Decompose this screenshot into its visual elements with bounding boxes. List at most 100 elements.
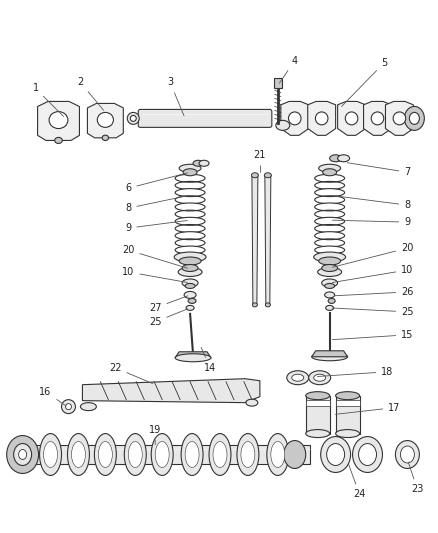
Ellipse shape — [289, 112, 301, 125]
Bar — [336, 400, 360, 406]
Ellipse shape — [99, 441, 112, 467]
Ellipse shape — [321, 264, 338, 271]
Ellipse shape — [314, 203, 345, 211]
Polygon shape — [281, 101, 309, 135]
Ellipse shape — [237, 433, 259, 475]
Ellipse shape — [314, 174, 345, 182]
Bar — [306, 395, 330, 433]
FancyBboxPatch shape — [138, 109, 272, 127]
Ellipse shape — [181, 433, 203, 475]
Ellipse shape — [309, 371, 331, 385]
Ellipse shape — [265, 173, 271, 177]
Ellipse shape — [265, 303, 270, 307]
Text: 16: 16 — [39, 386, 66, 406]
Ellipse shape — [81, 402, 96, 410]
Text: 23: 23 — [408, 462, 424, 495]
Polygon shape — [175, 352, 211, 358]
Ellipse shape — [325, 284, 335, 288]
Text: 10: 10 — [122, 267, 187, 282]
Ellipse shape — [321, 437, 350, 472]
Text: 8: 8 — [332, 196, 410, 210]
Ellipse shape — [185, 284, 195, 288]
Ellipse shape — [319, 164, 341, 172]
Ellipse shape — [130, 116, 136, 122]
Ellipse shape — [175, 354, 211, 362]
Bar — [336, 395, 360, 433]
Ellipse shape — [155, 441, 169, 467]
Ellipse shape — [276, 120, 290, 131]
Ellipse shape — [184, 292, 196, 298]
Ellipse shape — [241, 441, 255, 467]
Text: 1: 1 — [32, 84, 64, 116]
Ellipse shape — [185, 441, 199, 467]
Text: 25: 25 — [332, 307, 413, 317]
Ellipse shape — [312, 353, 348, 361]
Ellipse shape — [97, 112, 113, 127]
Ellipse shape — [314, 246, 345, 254]
Text: 17: 17 — [336, 402, 401, 414]
Text: 9: 9 — [125, 221, 187, 233]
Ellipse shape — [179, 164, 201, 172]
Ellipse shape — [55, 138, 62, 143]
Text: 15: 15 — [332, 330, 413, 340]
Ellipse shape — [336, 392, 360, 400]
Polygon shape — [88, 103, 124, 138]
Ellipse shape — [127, 112, 139, 124]
Ellipse shape — [326, 305, 334, 310]
Ellipse shape — [179, 257, 201, 265]
Ellipse shape — [306, 392, 330, 400]
Ellipse shape — [371, 112, 384, 125]
Text: 14: 14 — [201, 348, 216, 373]
Ellipse shape — [319, 257, 341, 265]
Text: 10: 10 — [332, 265, 413, 282]
Ellipse shape — [128, 441, 142, 467]
Ellipse shape — [71, 441, 85, 467]
Ellipse shape — [67, 433, 89, 475]
Ellipse shape — [175, 232, 205, 240]
Ellipse shape — [336, 430, 360, 438]
Ellipse shape — [267, 433, 289, 475]
Circle shape — [66, 403, 71, 410]
Ellipse shape — [193, 160, 203, 166]
Ellipse shape — [19, 449, 27, 459]
Text: 3: 3 — [167, 77, 184, 116]
Ellipse shape — [287, 371, 309, 385]
Ellipse shape — [183, 169, 197, 176]
Polygon shape — [252, 175, 258, 305]
Ellipse shape — [175, 174, 205, 182]
Ellipse shape — [7, 435, 39, 473]
Text: 27: 27 — [149, 296, 187, 313]
Ellipse shape — [151, 433, 173, 475]
Ellipse shape — [318, 268, 342, 277]
Ellipse shape — [246, 399, 258, 406]
Text: 7: 7 — [347, 163, 410, 177]
Ellipse shape — [175, 189, 205, 197]
Polygon shape — [38, 101, 79, 140]
Ellipse shape — [314, 217, 345, 225]
Ellipse shape — [251, 173, 258, 177]
Ellipse shape — [199, 160, 209, 166]
Ellipse shape — [252, 303, 258, 307]
Bar — [23, 445, 310, 464]
Text: 19: 19 — [149, 425, 161, 445]
Ellipse shape — [174, 252, 206, 262]
Ellipse shape — [328, 298, 335, 303]
Ellipse shape — [178, 268, 202, 277]
Ellipse shape — [43, 441, 57, 467]
Bar — [306, 400, 330, 406]
Text: 20: 20 — [332, 243, 413, 268]
Polygon shape — [364, 101, 392, 135]
Text: 6: 6 — [125, 173, 187, 193]
Ellipse shape — [321, 279, 338, 287]
Ellipse shape — [315, 112, 328, 125]
Ellipse shape — [186, 305, 194, 310]
Polygon shape — [312, 351, 348, 357]
Ellipse shape — [353, 437, 382, 472]
Ellipse shape — [323, 169, 337, 176]
Text: 21: 21 — [254, 150, 266, 173]
Ellipse shape — [213, 441, 227, 467]
Polygon shape — [265, 175, 271, 305]
Ellipse shape — [327, 443, 345, 465]
Text: 22: 22 — [109, 363, 153, 384]
Text: 8: 8 — [125, 196, 187, 213]
